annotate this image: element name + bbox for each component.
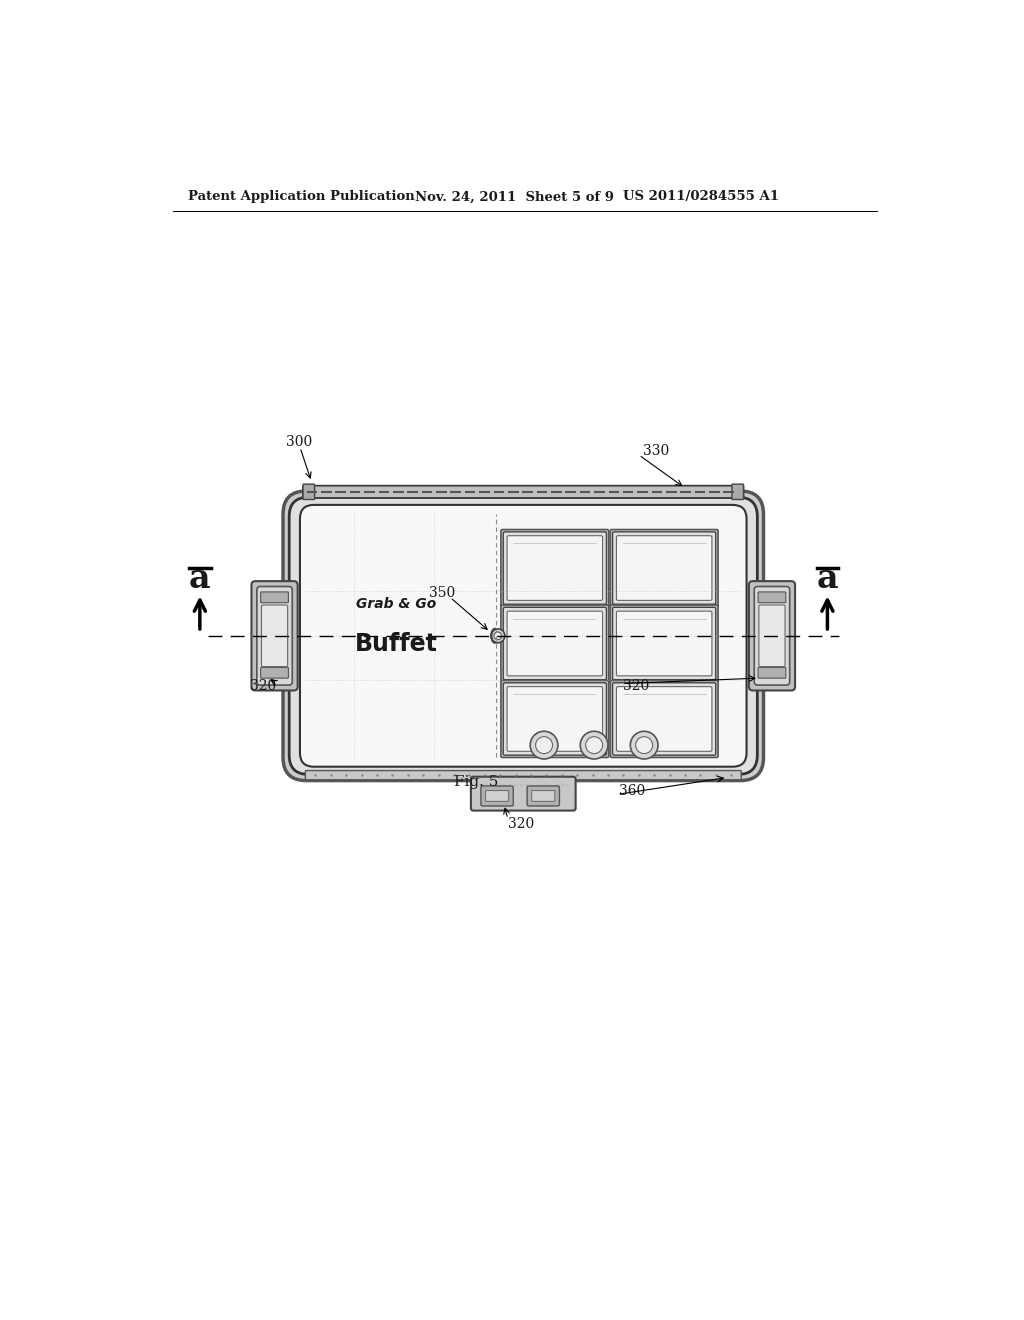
FancyBboxPatch shape: [485, 791, 509, 801]
Circle shape: [530, 731, 558, 759]
FancyBboxPatch shape: [503, 682, 606, 755]
FancyBboxPatch shape: [481, 785, 513, 807]
Text: US 2011/0284555 A1: US 2011/0284555 A1: [624, 190, 779, 203]
FancyBboxPatch shape: [503, 607, 606, 680]
Text: 320: 320: [250, 678, 276, 693]
FancyBboxPatch shape: [759, 605, 785, 667]
Text: Buffet: Buffet: [354, 632, 437, 656]
FancyBboxPatch shape: [257, 586, 292, 685]
FancyBboxPatch shape: [616, 611, 712, 676]
FancyBboxPatch shape: [261, 591, 289, 603]
FancyBboxPatch shape: [261, 605, 288, 667]
FancyBboxPatch shape: [616, 686, 712, 751]
Text: a: a: [189, 561, 211, 594]
FancyBboxPatch shape: [612, 607, 716, 680]
FancyBboxPatch shape: [283, 491, 764, 780]
FancyBboxPatch shape: [300, 506, 746, 767]
FancyBboxPatch shape: [501, 529, 608, 607]
FancyBboxPatch shape: [758, 591, 785, 603]
FancyBboxPatch shape: [612, 532, 716, 605]
Text: Fig. 5: Fig. 5: [454, 775, 499, 789]
FancyBboxPatch shape: [610, 529, 718, 607]
FancyBboxPatch shape: [610, 605, 718, 682]
FancyBboxPatch shape: [732, 484, 743, 499]
Text: Patent Application Publication: Patent Application Publication: [188, 190, 415, 203]
FancyBboxPatch shape: [289, 498, 758, 775]
FancyBboxPatch shape: [305, 771, 741, 780]
Circle shape: [494, 632, 502, 640]
FancyBboxPatch shape: [303, 484, 314, 499]
Circle shape: [536, 737, 553, 754]
FancyBboxPatch shape: [616, 536, 712, 601]
FancyBboxPatch shape: [758, 668, 785, 678]
FancyBboxPatch shape: [501, 681, 608, 758]
Text: Grab & Go: Grab & Go: [356, 598, 436, 611]
FancyBboxPatch shape: [507, 536, 602, 601]
FancyBboxPatch shape: [252, 581, 298, 690]
FancyBboxPatch shape: [501, 605, 608, 682]
Circle shape: [490, 628, 505, 643]
Text: 320: 320: [508, 817, 535, 830]
FancyBboxPatch shape: [612, 682, 716, 755]
Text: a: a: [816, 561, 839, 594]
Text: 350: 350: [429, 586, 456, 601]
FancyBboxPatch shape: [531, 791, 555, 801]
Text: 360: 360: [618, 784, 645, 799]
Circle shape: [636, 737, 652, 754]
Circle shape: [581, 731, 608, 759]
FancyBboxPatch shape: [261, 668, 289, 678]
FancyBboxPatch shape: [471, 776, 575, 810]
Text: 300: 300: [286, 434, 312, 449]
FancyBboxPatch shape: [527, 785, 559, 807]
FancyBboxPatch shape: [507, 686, 602, 751]
Text: Nov. 24, 2011  Sheet 5 of 9: Nov. 24, 2011 Sheet 5 of 9: [416, 190, 614, 203]
FancyBboxPatch shape: [755, 586, 790, 685]
FancyBboxPatch shape: [749, 581, 795, 690]
FancyBboxPatch shape: [610, 681, 718, 758]
Text: 320: 320: [624, 678, 649, 693]
FancyBboxPatch shape: [507, 611, 602, 676]
Text: 330: 330: [643, 444, 669, 458]
Circle shape: [586, 737, 602, 754]
FancyBboxPatch shape: [503, 532, 606, 605]
Circle shape: [631, 731, 658, 759]
FancyBboxPatch shape: [303, 486, 743, 498]
